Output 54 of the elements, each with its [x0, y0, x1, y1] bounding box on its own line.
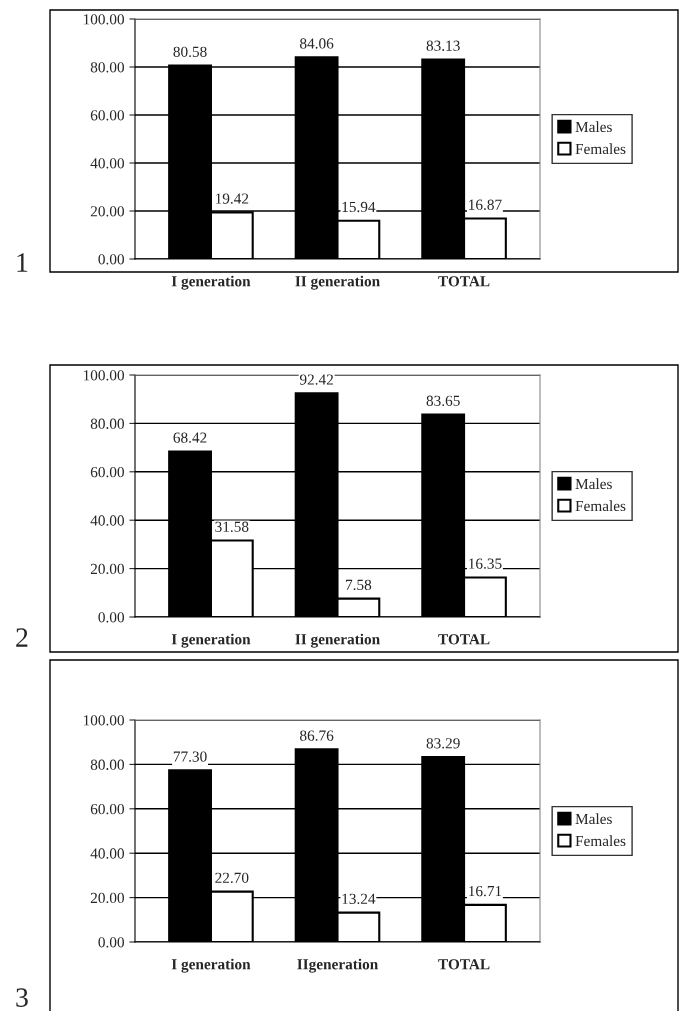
data-label: 16.71	[469, 885, 502, 897]
y-tick-label: 0.00	[98, 254, 124, 265]
y-tick-label: 20.00	[90, 892, 124, 904]
legend-label: Females	[575, 500, 626, 512]
legend-label: Females	[575, 835, 626, 847]
x-tick-label: IIgeneration	[297, 958, 379, 973]
x-tick-label: I generation	[171, 633, 251, 648]
y-tick-label: 80.00	[90, 418, 124, 429]
x-tick-label: TOTAL	[438, 276, 490, 287]
data-label: 80.58	[173, 46, 207, 58]
data-label: 84.06	[300, 38, 334, 49]
y-tick-label: 0.00	[98, 937, 124, 948]
y-tick-label: 100.00	[83, 715, 124, 726]
legend-label: Males	[575, 121, 612, 133]
x-tick-label: II generation	[295, 633, 380, 648]
y-tick-label: 60.00	[90, 803, 124, 815]
y-tick-label: 80.00	[90, 759, 124, 770]
y-tick-label: 100.00	[83, 370, 124, 381]
data-label: 22.70	[215, 872, 249, 884]
data-label: 83.13	[426, 40, 460, 51]
data-label: 68.42	[173, 432, 207, 443]
y-tick-label: 40.00	[90, 515, 124, 526]
data-label: 13.24	[342, 893, 376, 905]
y-tick-label: 80.00	[90, 62, 124, 73]
data-label: 83.65	[426, 395, 460, 406]
data-label: 16.87	[469, 199, 502, 210]
data-label: 15.94	[342, 201, 376, 213]
data-label: 19.42	[215, 193, 249, 204]
text: 2	[16, 628, 28, 647]
y-tick-label: 0.00	[98, 612, 124, 623]
data-label: 86.76	[300, 730, 334, 741]
x-tick-label: TOTAL	[438, 634, 490, 645]
y-tick-label: 60.00	[90, 110, 124, 121]
y-tick-label: 100.00	[83, 14, 124, 25]
data-label: 31.58	[215, 521, 249, 532]
y-tick-label: 20.00	[90, 206, 124, 217]
x-tick-label: TOTAL	[438, 959, 490, 970]
legend-label: Females	[575, 143, 626, 155]
data-label: 83.29	[426, 738, 460, 749]
data-label: 77.30	[173, 751, 207, 762]
y-tick-label: 40.00	[90, 848, 124, 859]
y-tick-label: 40.00	[90, 158, 124, 169]
text: 1	[17, 253, 28, 272]
x-tick-label: I generation	[171, 275, 251, 290]
x-tick-label: I generation	[171, 958, 251, 973]
data-label: 16.35	[469, 558, 502, 569]
legend-label: Males	[575, 813, 612, 825]
text: 3	[16, 988, 28, 1007]
y-tick-label: 20.00	[90, 563, 124, 575]
y-tick-label: 60.00	[90, 466, 124, 478]
legend-label: Males	[575, 478, 612, 490]
x-tick-label: II generation	[295, 275, 380, 290]
data-label: 92.42	[299, 374, 333, 385]
data-label: 7.58	[346, 579, 372, 591]
